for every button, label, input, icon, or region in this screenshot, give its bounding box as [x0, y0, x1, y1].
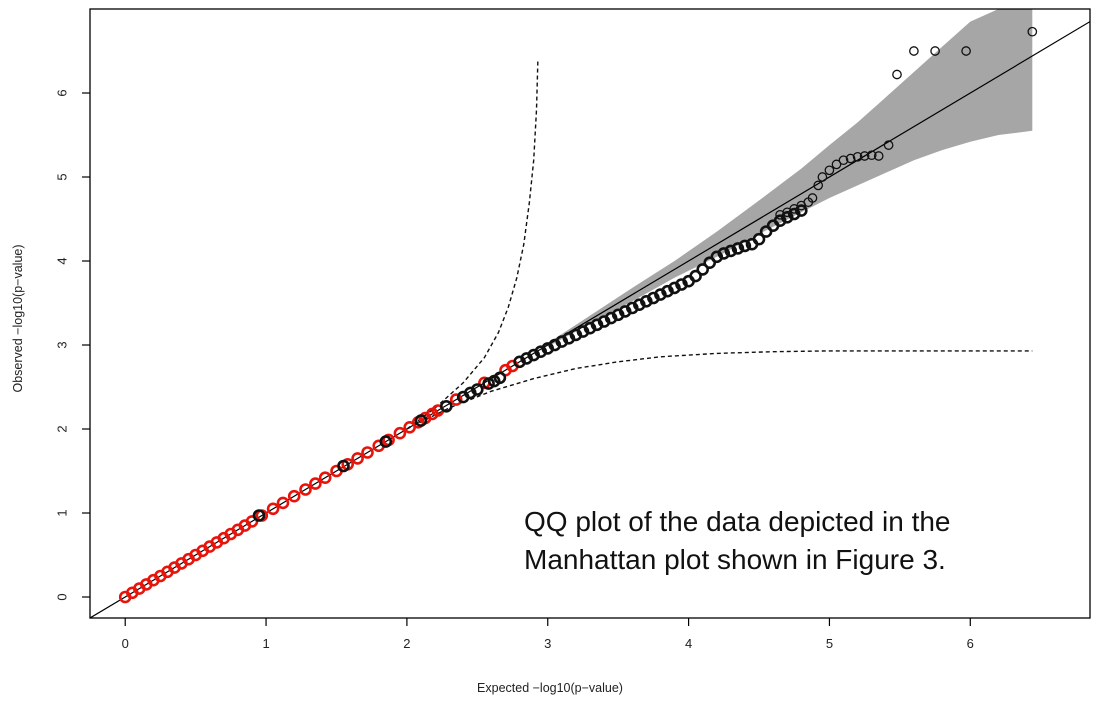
- lower-null-bound: [406, 350, 1033, 430]
- x-tick-label: 4: [685, 636, 692, 651]
- data-point-open: [824, 165, 835, 176]
- y-tick-label: 4: [55, 257, 70, 264]
- x-tick-label: 0: [122, 636, 129, 651]
- annotation-line-2: Manhattan plot shown in Figure 3.: [524, 544, 946, 575]
- data-point-open: [852, 151, 863, 162]
- y-tick-label: 5: [55, 173, 70, 180]
- data-point: [794, 204, 808, 217]
- data-point-open: [883, 140, 894, 150]
- data-point-open: [866, 150, 877, 161]
- y-tick-label: 1: [55, 509, 70, 516]
- data-point-open: [909, 46, 919, 56]
- points-layer: [118, 26, 1038, 604]
- x-tick-label: 5: [826, 636, 833, 651]
- data-point-open: [831, 159, 842, 170]
- x-tick-label: 6: [967, 636, 974, 651]
- data-point: [534, 345, 548, 359]
- data-point-open: [813, 180, 824, 191]
- data-point: [337, 459, 350, 473]
- x-tick-label: 3: [544, 636, 551, 651]
- data-point-open: [873, 151, 884, 161]
- y-tick-label: 3: [55, 341, 70, 348]
- data-point: [738, 239, 752, 253]
- data-point: [752, 232, 766, 246]
- data-point-red: [287, 489, 301, 503]
- data-point-red: [449, 393, 463, 406]
- data-point-open: [930, 46, 940, 56]
- x-tick-label: 1: [262, 636, 269, 651]
- y-tick-label: 2: [55, 425, 70, 432]
- data-point-open: [859, 151, 870, 161]
- data-point-open: [807, 193, 818, 203]
- y-axis-label: Observed −log10(p−value): [11, 244, 25, 392]
- data-point: [379, 435, 393, 448]
- data-point: [625, 301, 639, 315]
- upper-null-bound: [406, 59, 539, 430]
- y-tick-label: 6: [55, 89, 70, 96]
- confidence-band-layer: [547, 9, 1033, 347]
- data-point-open: [961, 46, 971, 56]
- data-point-open: [817, 172, 828, 182]
- data-point: [689, 269, 702, 283]
- annotation-line-1: QQ plot of the data depicted in the: [524, 506, 951, 537]
- data-point-red: [318, 471, 332, 485]
- data-point-red: [309, 477, 322, 490]
- axes-layer: 0 1 2 3 4 5 6 0 1 2 3 4 5 6: [55, 89, 974, 651]
- null-bounds-layer: [406, 59, 1033, 430]
- data-point: [414, 414, 428, 427]
- data-point-red: [351, 452, 364, 465]
- data-point: [724, 244, 738, 258]
- data-point-red: [266, 502, 280, 516]
- confidence-band: [547, 9, 1033, 347]
- x-axis-label: Expected −log10(p−value): [477, 681, 623, 695]
- data-point: [780, 211, 794, 224]
- data-point-open: [845, 153, 856, 164]
- data-point-open: [1027, 26, 1038, 37]
- data-point: [439, 399, 453, 413]
- data-point: [493, 371, 507, 385]
- y-tick-label: 0: [55, 593, 70, 600]
- data-point-open: [892, 69, 902, 80]
- plot-frame: [89, 8, 1091, 619]
- data-point: [252, 509, 266, 522]
- x-tick-label: 2: [403, 636, 410, 651]
- data-point-red: [299, 483, 312, 496]
- data-point: [696, 263, 710, 276]
- data-point-open: [838, 155, 849, 166]
- data-point-red: [393, 426, 407, 440]
- data-point-red: [361, 446, 374, 459]
- data-point: [661, 284, 674, 298]
- data-point: [470, 383, 484, 396]
- data-point-red: [276, 496, 290, 510]
- data-point: [731, 242, 745, 255]
- data-point: [717, 247, 731, 260]
